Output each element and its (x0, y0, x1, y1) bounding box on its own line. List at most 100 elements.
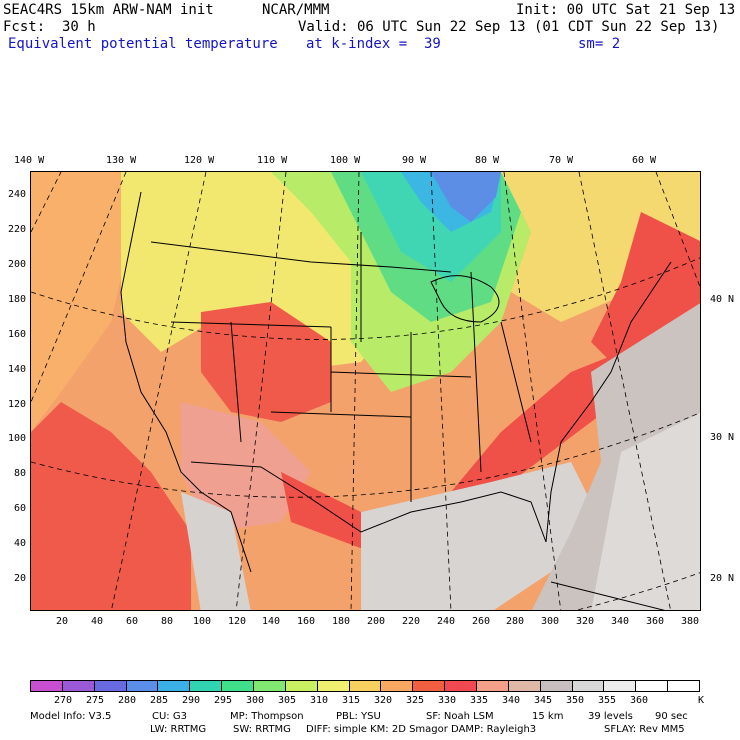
y-tick: 60 (13, 503, 26, 514)
canada-border (150, 241, 452, 273)
graticule (31, 172, 700, 610)
field-gulf-coast (281, 352, 631, 552)
legend-swatch (603, 681, 636, 691)
init-time: Init: 00 UTC Sat 21 Sep 13 (516, 2, 736, 18)
vertical-levels: 39 levels (588, 711, 633, 722)
lat-label: 30 N (710, 432, 735, 443)
meridian-110w (235, 172, 287, 610)
meridian-130w (31, 172, 127, 403)
lat-label: 20 N (710, 573, 735, 584)
legend-swatch (284, 681, 317, 691)
x-tick: 220 (401, 616, 421, 627)
field-rockies-red (201, 302, 331, 422)
legend-label: 345 (533, 695, 553, 706)
field-baja (181, 492, 251, 610)
legend-label: 285 (149, 695, 169, 706)
legend-swatch (316, 681, 349, 691)
x-tick: 40 (90, 616, 104, 627)
x-tick: 300 (540, 616, 560, 627)
theta-e-map (30, 171, 701, 611)
gulf-coastline (190, 461, 547, 543)
legend-label: 325 (405, 695, 425, 706)
y-tick: 140 (7, 364, 26, 375)
y-tick: 200 (7, 259, 26, 270)
y-tick: 120 (7, 399, 26, 410)
lon-label: 110 W (257, 155, 288, 166)
legend-unit: K (697, 695, 705, 706)
y-tick: 160 (7, 329, 26, 340)
state-borders (170, 232, 532, 502)
x-tick: 260 (471, 616, 491, 627)
x-tick: 380 (680, 616, 700, 627)
x-tick: 240 (436, 616, 456, 627)
x-tick: 120 (227, 616, 247, 627)
legend-swatch (348, 681, 381, 691)
parallel-20n (575, 572, 700, 610)
legend-swatch (444, 681, 477, 691)
map-canvas (31, 172, 700, 610)
legend-label: 350 (565, 695, 585, 706)
model-info: Model Info: V3.5 (30, 711, 112, 722)
legend-swatch (539, 681, 572, 691)
org-label: NCAR/MMM (262, 2, 330, 18)
x-tick: 280 (505, 616, 525, 627)
legend-label: 290 (181, 695, 201, 706)
y-tick: 180 (7, 294, 26, 305)
meridian-140w (31, 172, 62, 233)
field-atlantic-light (591, 412, 700, 610)
legend-swatch (380, 681, 413, 691)
y-tick: 20 (13, 573, 26, 584)
y-tick: 100 (7, 433, 26, 444)
lon-label: 70 W (549, 155, 574, 166)
meridian-100w (350, 172, 360, 610)
legend-swatch (31, 681, 62, 691)
pbl-scheme: PBL: YSU (336, 711, 381, 722)
legend-label: 310 (309, 695, 329, 706)
diffusion-damping: DIFF: simple KM: 2D Smagor DAMP: Rayleig… (306, 724, 537, 735)
field-pacific-north (31, 172, 141, 432)
surface-scheme: SF: Noah LSM (426, 711, 494, 722)
x-tick: 320 (575, 616, 595, 627)
legend-label: 295 (213, 695, 233, 706)
x-tick: 80 (160, 616, 174, 627)
y-tick: 240 (7, 189, 26, 200)
lat-label: 40 N (710, 294, 735, 305)
legend-swatch (635, 681, 668, 691)
valid-time: Valid: 06 UTC Sun 22 Sep 13 (01 CDT Sun … (298, 19, 720, 35)
x-tick: 180 (331, 616, 351, 627)
legend-label: 275 (85, 695, 105, 706)
legend-swatch (571, 681, 604, 691)
x-tick: 100 (192, 616, 212, 627)
legend-label: 360 (629, 695, 649, 706)
field-blue (431, 172, 501, 222)
legend-label: 320 (373, 695, 393, 706)
legend-swatch (61, 681, 94, 691)
legend-label: 315 (341, 695, 361, 706)
smoothing-label: sm= 2 (578, 36, 621, 52)
y-tick: 80 (13, 468, 26, 479)
legend-swatch (157, 681, 190, 691)
lon-label: 140 W (14, 155, 45, 166)
forecast-label: Fcst: (3, 19, 46, 35)
longwave-scheme: LW: RRTMG (150, 724, 207, 735)
parallel-40n (31, 257, 700, 340)
x-tick: 160 (296, 616, 316, 627)
meridian-60w (655, 172, 700, 288)
lon-label: 90 W (402, 155, 427, 166)
legend-label: 340 (501, 695, 521, 706)
meridian-80w (503, 172, 562, 610)
time-step: 90 sec (655, 711, 688, 722)
meridian-120w (111, 172, 207, 610)
legend-label: 300 (245, 695, 265, 706)
forecast-hours: 30 h (62, 19, 96, 35)
legend-label: 305 (277, 695, 297, 706)
boundaries (120, 191, 672, 610)
cumulus-scheme: CU: G3 (152, 711, 187, 722)
color-legend (30, 680, 700, 692)
legend-label: 270 (53, 695, 73, 706)
field-southwest (181, 402, 311, 532)
field-name: Equivalent potential temperature (8, 36, 278, 52)
legend-swatch (476, 681, 508, 691)
great-lakes (430, 275, 500, 323)
y-tick: 40 (13, 538, 26, 549)
